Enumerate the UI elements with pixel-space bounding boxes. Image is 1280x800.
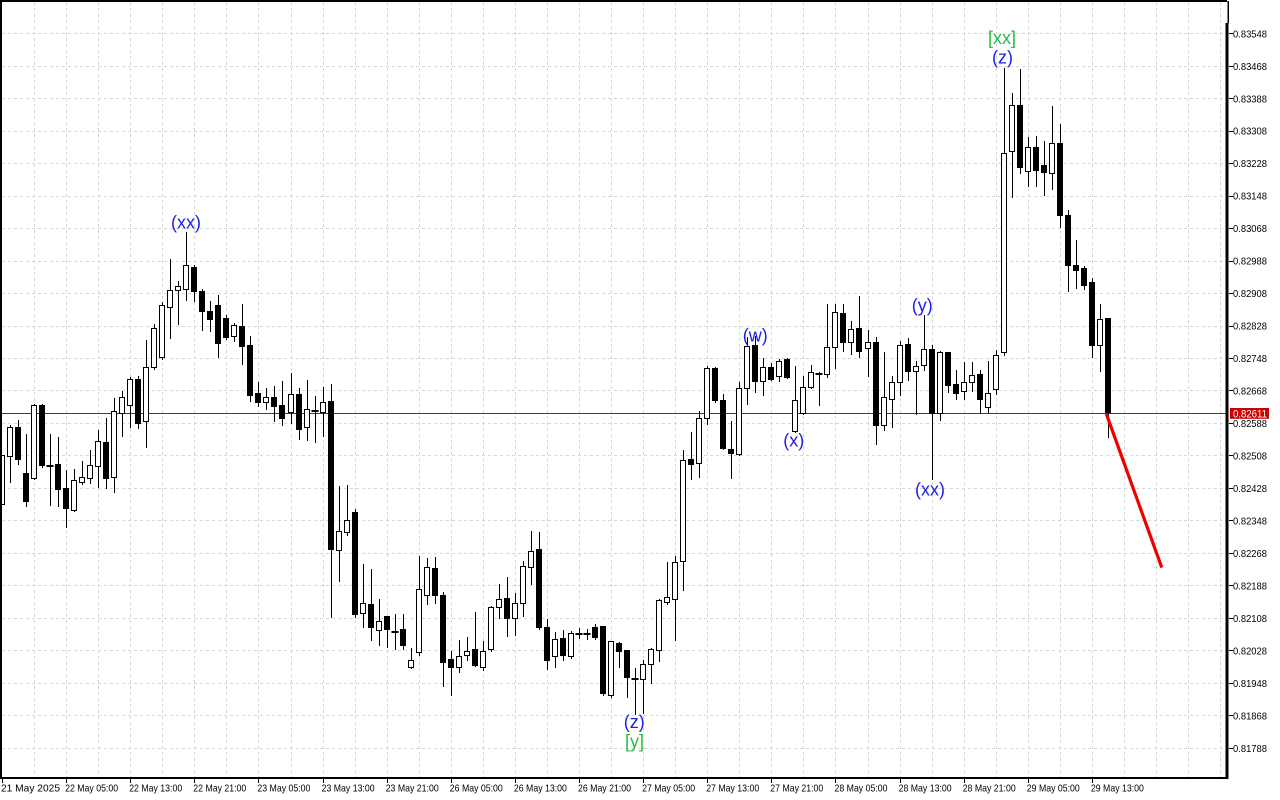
svg-text:0.82348: 0.82348 xyxy=(1233,517,1267,528)
svg-text:0.83068: 0.83068 xyxy=(1233,224,1267,235)
svg-text:0.82908: 0.82908 xyxy=(1233,289,1267,300)
svg-text:21 May 2025: 21 May 2025 xyxy=(1,784,60,795)
svg-text:23 May 21:00: 23 May 21:00 xyxy=(386,784,439,795)
svg-text:0.82028: 0.82028 xyxy=(1233,646,1267,657)
svg-text:(xx): (xx) xyxy=(171,213,201,233)
svg-text:0.81788: 0.81788 xyxy=(1233,744,1267,755)
svg-text:26 May 05:00: 26 May 05:00 xyxy=(450,784,503,795)
svg-text:(y): (y) xyxy=(912,295,933,315)
svg-text:23 May 05:00: 23 May 05:00 xyxy=(257,784,310,795)
svg-text:28 May 21:00: 28 May 21:00 xyxy=(963,784,1016,795)
svg-text:0.82188: 0.82188 xyxy=(1233,582,1267,593)
svg-text:0.81868: 0.81868 xyxy=(1233,711,1267,722)
svg-text:26 May 13:00: 26 May 13:00 xyxy=(514,784,567,795)
svg-text:29 May 13:00: 29 May 13:00 xyxy=(1091,784,1144,795)
svg-text:27 May 13:00: 27 May 13:00 xyxy=(706,784,759,795)
svg-text:22 May 05:00: 22 May 05:00 xyxy=(65,784,118,795)
svg-text:0.83308: 0.83308 xyxy=(1233,127,1267,138)
svg-text:0.82508: 0.82508 xyxy=(1233,452,1267,463)
svg-text:22 May 21:00: 22 May 21:00 xyxy=(193,784,246,795)
svg-text:0.82748: 0.82748 xyxy=(1233,354,1267,365)
svg-text:0.82268: 0.82268 xyxy=(1233,549,1267,560)
svg-text:23 May 13:00: 23 May 13:00 xyxy=(322,784,375,795)
svg-text:(z): (z) xyxy=(992,48,1013,68)
svg-text:[y]: [y] xyxy=(625,732,644,752)
svg-text:(xx): (xx) xyxy=(915,480,945,500)
svg-text:0.82828: 0.82828 xyxy=(1233,322,1267,333)
svg-text:27 May 05:00: 27 May 05:00 xyxy=(642,784,695,795)
svg-text:0.81948: 0.81948 xyxy=(1233,679,1267,690)
svg-text:0.83388: 0.83388 xyxy=(1233,94,1267,105)
svg-text:0.83468: 0.83468 xyxy=(1233,62,1267,73)
svg-text:29 May 05:00: 29 May 05:00 xyxy=(1027,784,1080,795)
svg-text:0.82668: 0.82668 xyxy=(1233,387,1267,398)
svg-text:0.82108: 0.82108 xyxy=(1233,614,1267,625)
svg-text:(z): (z) xyxy=(624,712,645,732)
svg-text:0.82988: 0.82988 xyxy=(1233,257,1267,268)
svg-text:(x): (x) xyxy=(783,431,804,451)
svg-text:0.83148: 0.83148 xyxy=(1233,192,1267,203)
svg-text:[xx]: [xx] xyxy=(988,28,1016,48)
svg-text:0.83548: 0.83548 xyxy=(1233,29,1267,40)
svg-text:22 May 13:00: 22 May 13:00 xyxy=(129,784,182,795)
svg-text:28 May 13:00: 28 May 13:00 xyxy=(899,784,952,795)
svg-text:0.82611: 0.82611 xyxy=(1233,408,1267,420)
svg-text:28 May 05:00: 28 May 05:00 xyxy=(835,784,888,795)
svg-text:0.83228: 0.83228 xyxy=(1233,159,1267,170)
svg-text:27 May 21:00: 27 May 21:00 xyxy=(770,784,823,795)
svg-text:26 May 21:00: 26 May 21:00 xyxy=(578,784,631,795)
svg-text:0.82588: 0.82588 xyxy=(1233,419,1267,430)
svg-text:0.82428: 0.82428 xyxy=(1233,484,1267,495)
svg-text:(w): (w) xyxy=(743,326,768,346)
